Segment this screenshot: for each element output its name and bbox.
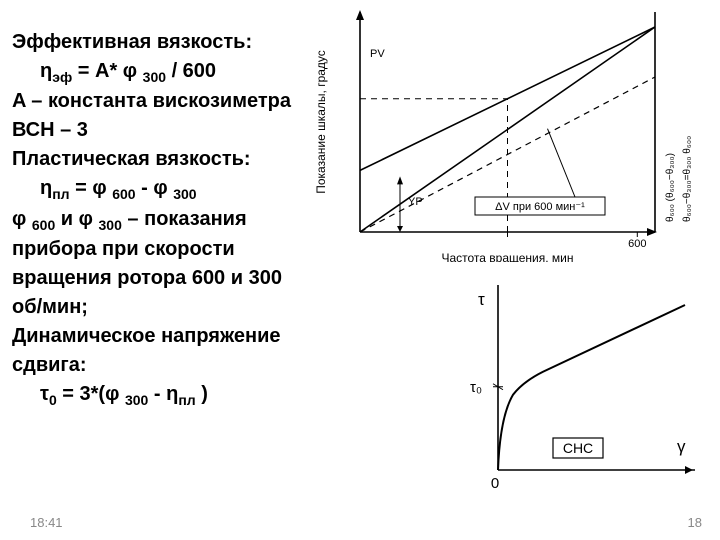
phi600b: 600 bbox=[32, 217, 55, 233]
svg-text:τ: τ bbox=[478, 290, 485, 309]
minus-eta: - η bbox=[148, 383, 178, 405]
svg-text:θ₆₀₀−θ₃₀₀=θ₃₀₀ θ₆₀₀: θ₆₀₀−θ₃₀₀=θ₃₀₀ θ₆₀₀ bbox=[682, 136, 693, 222]
eq3: = 3*(φ bbox=[57, 383, 125, 405]
timestamp: 18:41 bbox=[30, 515, 63, 530]
eq2: = φ bbox=[70, 177, 113, 199]
formula-tau: τ0 = 3*(φ 300 - ηпл ) bbox=[12, 380, 302, 410]
and: и φ bbox=[55, 208, 98, 230]
eta2-sub: пл bbox=[52, 186, 69, 202]
svg-text:PV: PV bbox=[370, 48, 385, 60]
svg-text:СНС: СНС bbox=[563, 440, 593, 456]
tau-sub: 0 bbox=[49, 392, 57, 408]
phi300d: 300 bbox=[125, 392, 148, 408]
formula-effective: ηэф = A* φ 300 / 600 bbox=[12, 57, 302, 87]
tau: τ bbox=[40, 383, 49, 405]
svg-text:Показание шкалы, градус: Показание шкалы, градус bbox=[314, 50, 328, 194]
phi300c: 300 bbox=[99, 217, 122, 233]
close-paren: ) bbox=[196, 383, 208, 405]
svg-text:θ₆₀₀ (θ₆₀₀−θ₃₀₀): θ₆₀₀ (θ₆₀₀−θ₃₀₀) bbox=[665, 153, 676, 222]
eta2: η bbox=[40, 177, 52, 199]
phi300b: 300 bbox=[173, 186, 196, 202]
text-block: Эффективная вязкость: ηэф = A* φ 300 / 6… bbox=[12, 28, 302, 410]
svg-text:YP: YP bbox=[408, 196, 423, 208]
svg-text:Частота вращения, мин: Частота вращения, мин bbox=[441, 251, 573, 262]
line-plastic-viscosity: Пластическая вязкость: bbox=[12, 145, 302, 174]
chart-flow-curve: τ τ₀ γ 0 СНС bbox=[450, 275, 710, 500]
phi: φ bbox=[12, 208, 32, 230]
eta-pl: пл bbox=[178, 392, 195, 408]
line-dynamic-stress: Динамическое напряжение сдвига: bbox=[12, 322, 302, 380]
svg-text:600: 600 bbox=[628, 238, 646, 250]
page-number: 18 bbox=[688, 515, 702, 530]
formula-plastic: ηпл = φ 600 - φ 300 bbox=[12, 174, 302, 204]
phi300: 300 bbox=[143, 69, 166, 85]
eta-sub: эф bbox=[52, 69, 72, 85]
minus: - φ bbox=[136, 177, 174, 199]
eq1: = A* φ bbox=[72, 60, 142, 82]
svg-text:γ: γ bbox=[677, 437, 686, 456]
eta: η bbox=[40, 60, 52, 82]
line-readings: φ 600 и φ 300 – показания прибора при ск… bbox=[12, 205, 302, 322]
svg-text:τ₀: τ₀ bbox=[470, 379, 482, 396]
div600: / 600 bbox=[166, 60, 216, 82]
svg-text:ΔV при 600 мин⁻¹: ΔV при 600 мин⁻¹ bbox=[495, 201, 585, 213]
line-effective-viscosity: Эффективная вязкость: bbox=[12, 28, 302, 57]
line-constant: A – константа вискозиметра ВСН – 3 bbox=[12, 87, 302, 145]
phi600: 600 bbox=[112, 186, 135, 202]
chart-rheology-lines: 600 PV YP ΔV при 600 мин⁻¹ Частота вращения,… bbox=[300, 2, 708, 262]
svg-text:0: 0 bbox=[491, 475, 499, 492]
